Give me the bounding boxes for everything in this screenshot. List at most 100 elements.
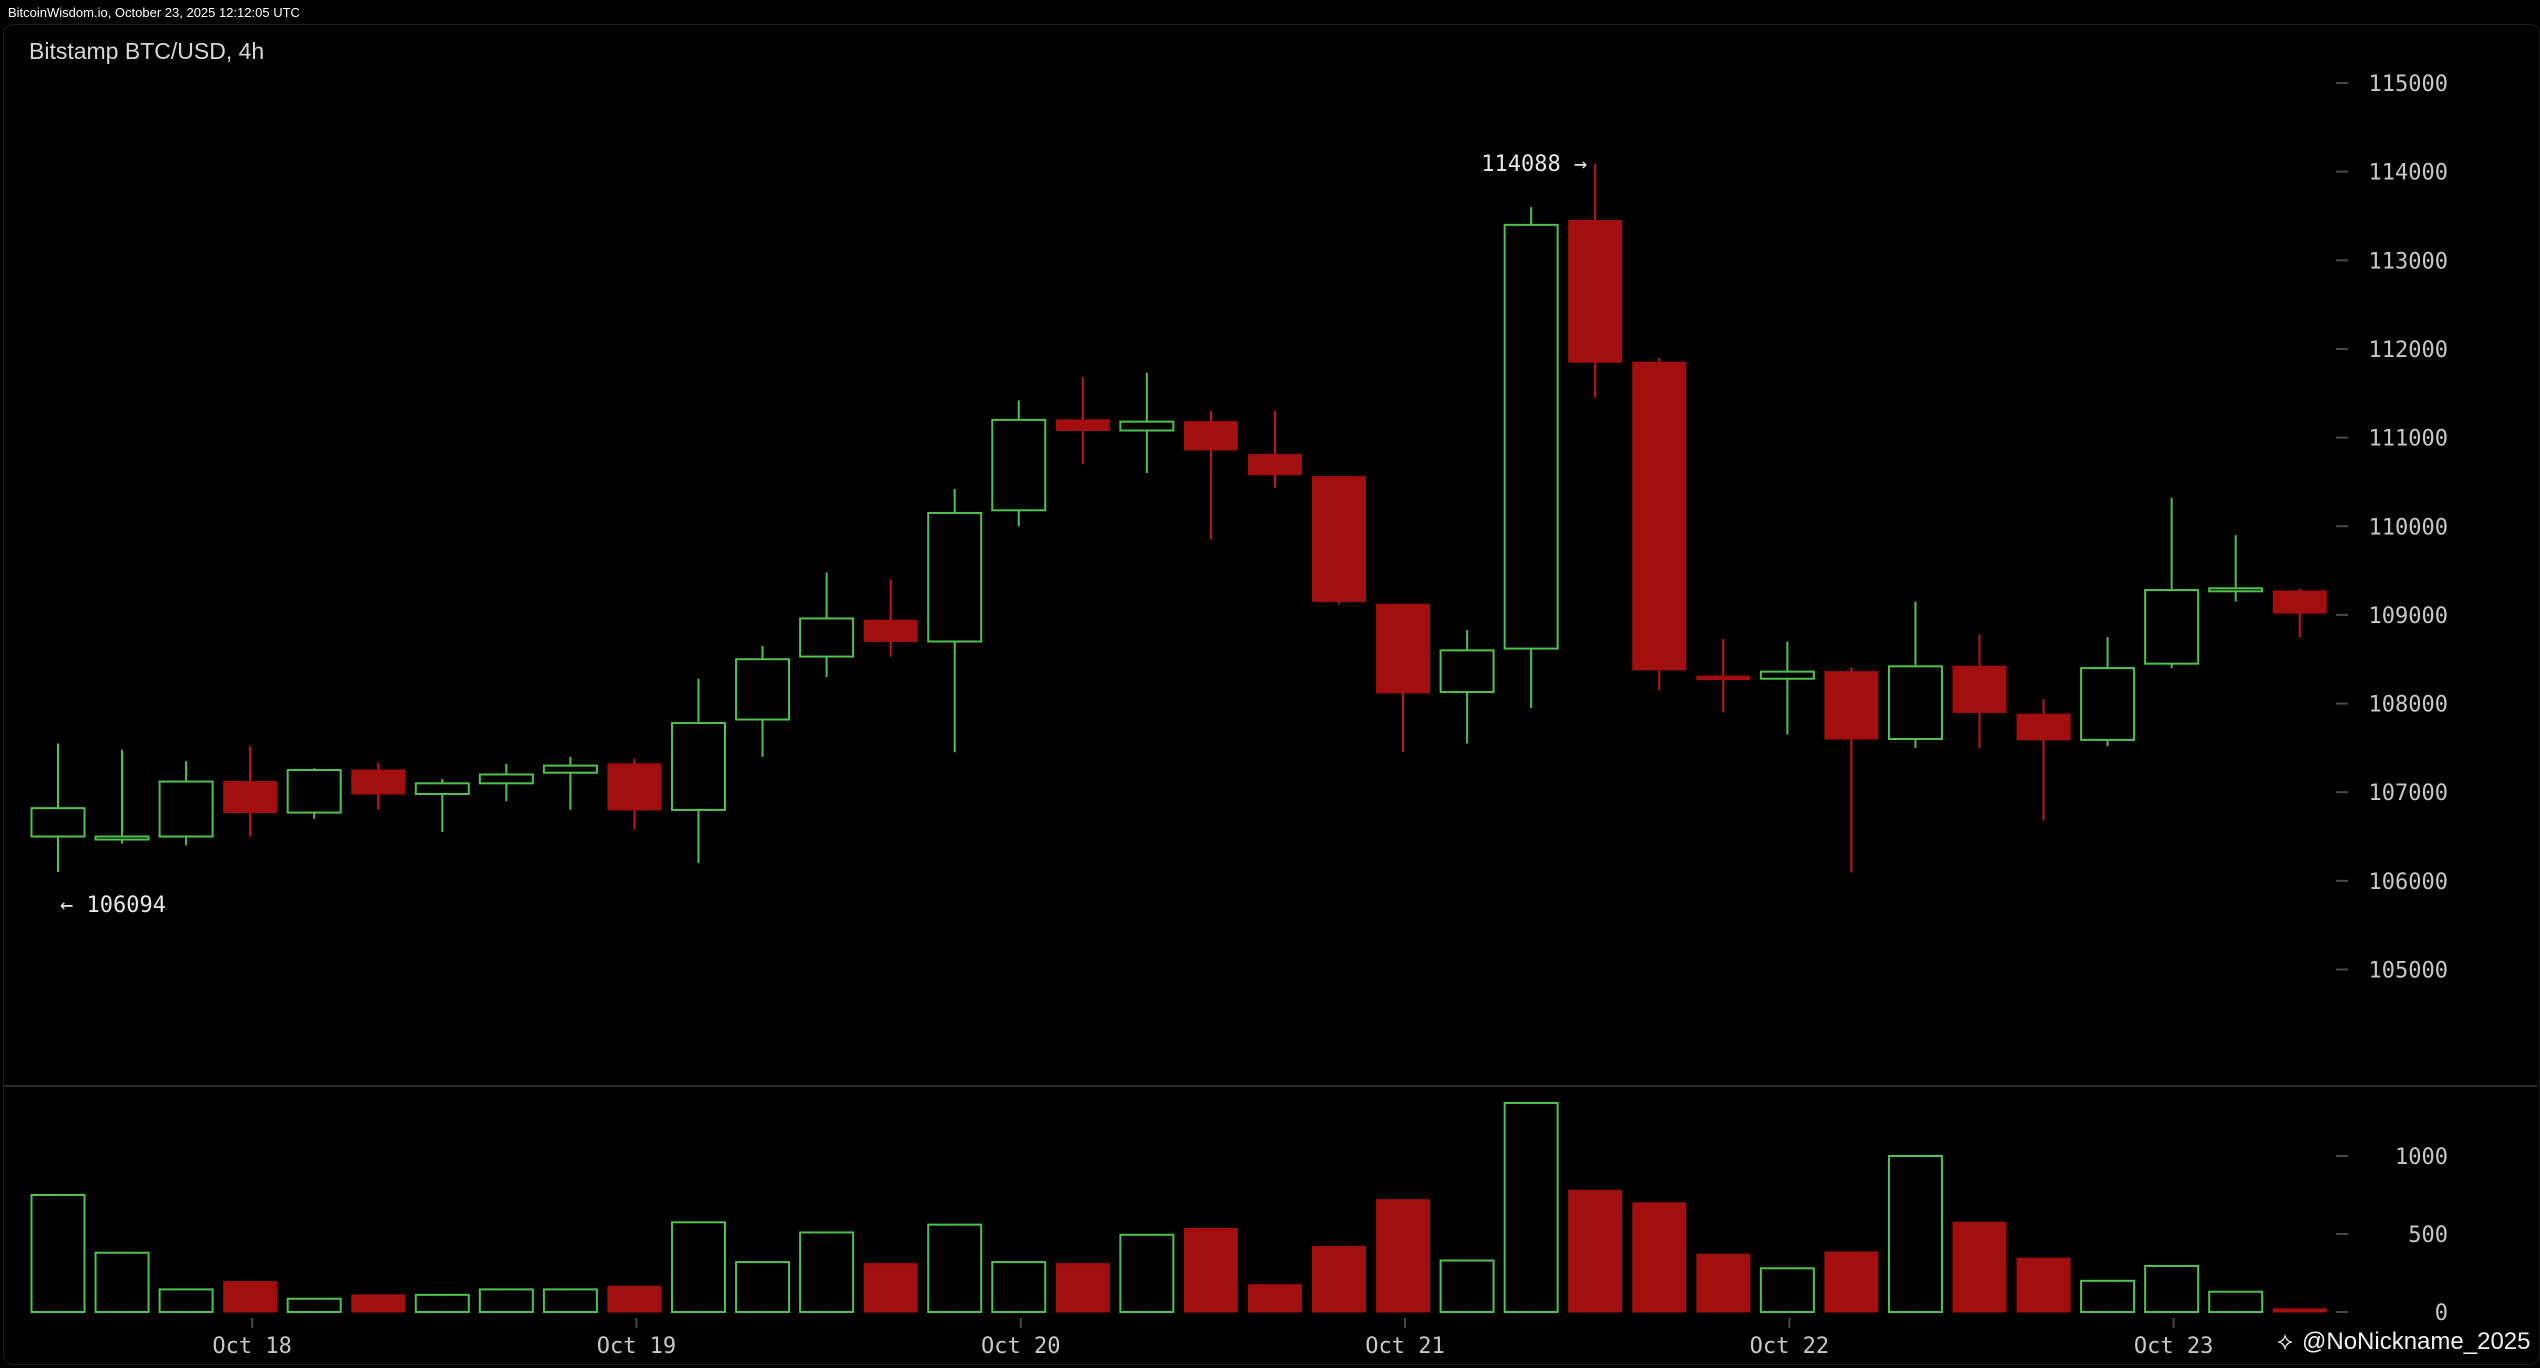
- price-tick-label: 106000: [2369, 870, 2448, 895]
- bullish-candle: [1439, 629, 1495, 744]
- bullish-candle: [542, 756, 598, 810]
- volume-tick-label: 500: [2408, 1223, 2448, 1248]
- bearish-candle: [863, 579, 918, 657]
- volume-bar-up: [478, 1288, 534, 1314]
- candle-body: [1376, 603, 1431, 694]
- candlestick-series: [30, 163, 2327, 873]
- price-axis: 115000 114000 113000 112000 111000 110000 1090…: [2336, 72, 2448, 984]
- candle-body: [1312, 476, 1366, 603]
- price-tick-label: 113000: [2369, 249, 2448, 274]
- price-annotations: 114088 → ← 106094: [60, 152, 1587, 918]
- candle-body: [1568, 219, 1623, 363]
- bearish-candle: [223, 746, 278, 837]
- candle-body: [2144, 589, 2200, 665]
- candle-body: [351, 769, 406, 795]
- candle-body: [1887, 665, 1943, 741]
- volume-axis: 1000 500 0: [2336, 1145, 2448, 1326]
- volume-bar-up: [927, 1223, 983, 1314]
- bullish-candle: [1759, 641, 1815, 735]
- volume-tick-label: 0: [2435, 1301, 2448, 1326]
- bullish-candle: [94, 749, 150, 844]
- bearish-candle: [1632, 357, 1687, 691]
- time-tick-label: Oct 18: [212, 1334, 291, 1359]
- price-tick-label: 108000: [2369, 693, 2448, 718]
- bearish-candle: [1696, 638, 1751, 713]
- bullish-candle: [478, 763, 534, 802]
- bullish-candle: [2080, 637, 2136, 747]
- volume-bar-up: [1119, 1233, 1175, 1314]
- volume-series: [30, 1101, 2327, 1314]
- candle-body: [1183, 421, 1238, 451]
- bearish-candle: [1376, 603, 1431, 753]
- volume-tick-label: 1000: [2395, 1145, 2448, 1170]
- candle-body: [671, 722, 726, 811]
- volume-bar-up: [94, 1251, 150, 1313]
- bullish-candle: [799, 572, 855, 677]
- volume-bar-down: [1568, 1189, 1623, 1313]
- watermark: ⟡ @NoNickname_2025: [2272, 1327, 2530, 1357]
- bullish-candle: [2144, 497, 2200, 669]
- volume-bar-down: [607, 1285, 662, 1313]
- header-timestamp: BitcoinWisdom.io, October 23, 2025 12:12…: [8, 5, 300, 20]
- volume-bar-down: [1824, 1251, 1879, 1313]
- candle-body: [1439, 649, 1495, 694]
- price-tick-label: 114000: [2369, 161, 2448, 186]
- volume-bar-down: [223, 1281, 278, 1313]
- volume-bar-up: [1503, 1101, 1559, 1313]
- price-tick-label: 107000: [2369, 781, 2448, 806]
- bullish-candle: [671, 678, 726, 864]
- header-strip: BitcoinWisdom.io, October 23, 2025 12:12…: [0, 0, 2540, 24]
- candle-body: [863, 619, 918, 642]
- volume-bar-up: [2080, 1279, 2136, 1314]
- bearish-candle: [1312, 476, 1366, 605]
- volume-bar-up: [1759, 1267, 1815, 1313]
- volume-bar-down: [1952, 1221, 2007, 1313]
- volume-bar-down: [1055, 1263, 1110, 1313]
- volume-bar-up: [799, 1231, 855, 1313]
- volume-bar-up: [2144, 1264, 2200, 1313]
- volume-bar-down: [1183, 1228, 1238, 1313]
- candle-body: [542, 764, 598, 774]
- volume-bar-down: [2016, 1257, 2071, 1313]
- bullish-candle: [735, 645, 791, 757]
- price-tick-label: 115000: [2369, 72, 2448, 97]
- bearish-candle: [607, 758, 662, 830]
- volume-bar-up: [542, 1288, 598, 1314]
- bullish-candle: [1887, 601, 1943, 748]
- volume-bar-up: [1439, 1259, 1495, 1314]
- bearish-candle: [1824, 667, 1879, 873]
- candle-body: [799, 617, 855, 658]
- candle-body: [158, 780, 214, 838]
- candle-body: [2016, 713, 2071, 741]
- bullish-candle: [158, 761, 214, 846]
- binance-square-icon: ⟡: [2277, 1328, 2293, 1355]
- volume-bar-up: [735, 1261, 791, 1313]
- candle-body: [1119, 420, 1175, 432]
- time-tick-label: Oct 23: [2134, 1334, 2213, 1359]
- volume-bar-down: [1696, 1253, 1751, 1313]
- bullish-candle: [414, 778, 470, 833]
- volume-bar-up: [1887, 1155, 1943, 1313]
- volume-bar-down: [1312, 1245, 1366, 1313]
- bullish-candle: [991, 400, 1047, 527]
- candle-body: [2080, 667, 2136, 741]
- price-tick-label: 112000: [2369, 338, 2448, 363]
- time-tick-label: Oct 20: [981, 1334, 1060, 1359]
- candle-body: [735, 658, 791, 721]
- candle-body: [1503, 223, 1559, 650]
- candle-body: [286, 769, 342, 814]
- candle-body: [94, 835, 150, 841]
- bearish-candle: [1952, 634, 2007, 748]
- volume-bar-up: [414, 1293, 470, 1313]
- volume-bar-down: [1247, 1284, 1302, 1313]
- chart-title: Bitstamp BTC/USD, 4h: [29, 38, 265, 64]
- volume-bar-up: [2208, 1290, 2264, 1313]
- time-tick-label: Oct 21: [1365, 1334, 1444, 1359]
- candle-body: [1696, 675, 1751, 681]
- volume-bar-down: [1632, 1202, 1687, 1313]
- candle-body: [223, 781, 278, 814]
- bullish-candle: [1503, 207, 1559, 708]
- volume-bar-down: [351, 1294, 406, 1313]
- price-tick-label: 109000: [2369, 604, 2448, 629]
